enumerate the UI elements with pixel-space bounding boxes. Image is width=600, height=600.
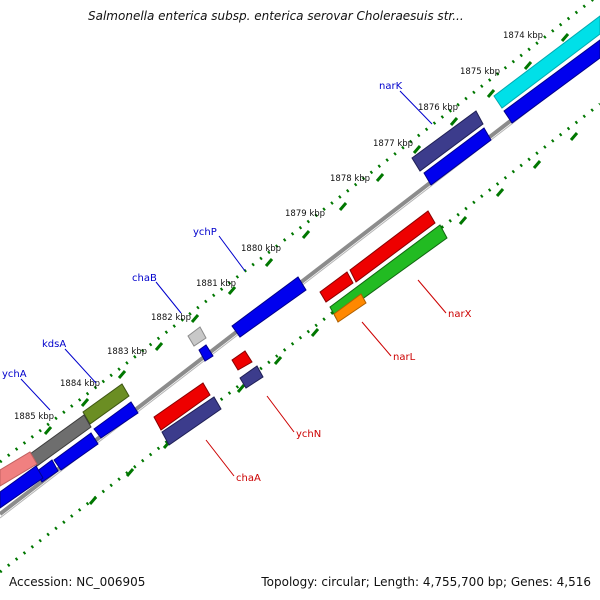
tick-label-1883: 1883 kbp (107, 347, 147, 357)
red-cds-1878[interactable] (319, 271, 354, 303)
ychN-red-cds[interactable] (231, 350, 253, 371)
ychN-gene[interactable] (239, 365, 264, 389)
accession-label: Accession: NC_006905 (9, 575, 146, 589)
genome-summary: Topology: circular; Length: 4,755,700 bp… (261, 575, 591, 589)
chaA-red-cds[interactable] (153, 382, 211, 431)
narL-leader-line (361, 321, 392, 357)
tick-label-1874: 1874 kbp (503, 31, 543, 41)
chaA-gene[interactable] (161, 396, 222, 446)
tick-label-1875: 1875 kbp (460, 67, 500, 77)
chaA-leader-line (205, 439, 235, 477)
kdsA-leader-line (64, 348, 97, 384)
tick-label-1877: 1877 kbp (373, 139, 413, 149)
genome-title: Salmonella enterica subsp. enterica sero… (88, 9, 464, 23)
gene-label-chaB[interactable]: chaB (132, 273, 157, 284)
narL-gene[interactable] (333, 293, 367, 323)
tick-label-1876: 1876 kbp (418, 103, 458, 113)
tick-label-1880: 1880 kbp (241, 244, 281, 254)
blue-cds-1877[interactable] (423, 127, 492, 186)
narK-gene[interactable] (411, 110, 484, 172)
gene-label-narL[interactable]: narL (393, 352, 416, 363)
outer-major-ticks (43, 33, 570, 435)
gene-label-ychN[interactable]: ychN (296, 429, 321, 440)
tick-label-1884: 1884 kbp (60, 379, 100, 389)
gene-label-ychA[interactable]: ychA (2, 369, 27, 380)
ychN-leader-line (266, 395, 295, 433)
narK-leader-line (399, 90, 433, 125)
blue-cds-1884[interactable] (53, 432, 99, 471)
blue-cds-edge[interactable] (0, 465, 44, 509)
outer-tick-rail (0, 0, 595, 464)
chaB-gene[interactable] (198, 344, 214, 362)
blue-cds-1874[interactable] (503, 39, 600, 124)
chaB-gray-feature[interactable] (187, 326, 207, 347)
cyan-feature[interactable] (493, 15, 600, 109)
tick-label-1879: 1879 kbp (285, 209, 325, 219)
blue-cds-1883[interactable] (93, 401, 139, 439)
gene-label-ychP[interactable]: ychP (193, 227, 217, 238)
ychP-leader-line (218, 235, 246, 272)
ychP-gene[interactable] (231, 276, 307, 338)
tick-label-1881: 1881 kbp (196, 279, 236, 289)
chaB-leader-line (155, 281, 182, 314)
tick-label-1878: 1878 kbp (330, 174, 370, 184)
gene-label-narX[interactable]: narX (448, 309, 472, 320)
narX-gene[interactable] (349, 210, 436, 283)
ychA-leader-line (20, 378, 51, 411)
pink-feature[interactable] (0, 451, 38, 487)
gene-label-chaA[interactable]: chaA (236, 473, 261, 484)
narX-leader-line (417, 279, 447, 314)
tick-label-1882: 1882 kbp (151, 313, 191, 323)
kdsA-gene[interactable] (82, 383, 130, 425)
tick-label-1885: 1885 kbp (14, 412, 54, 422)
gene-label-kdsA[interactable]: kdsA (42, 339, 66, 350)
inner-tick-rail (0, 102, 600, 574)
gene-label-narK[interactable]: narK (379, 81, 403, 92)
